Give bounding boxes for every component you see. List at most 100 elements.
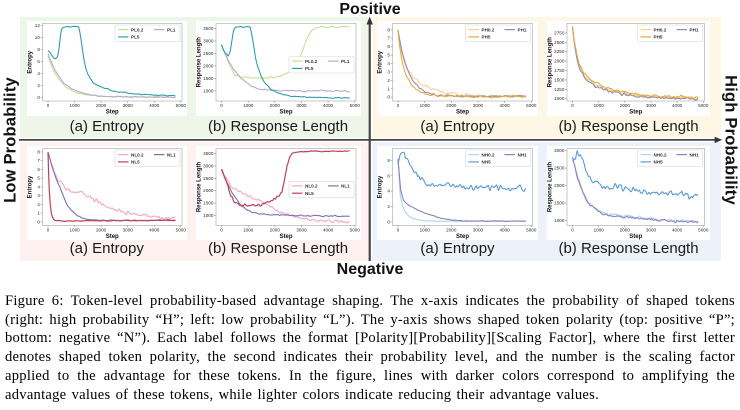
svg-text:NH0.2: NH0.2 [482, 152, 495, 157]
svg-text:4000: 4000 [322, 227, 333, 232]
svg-text:1500: 1500 [554, 200, 565, 205]
svg-text:2: 2 [37, 83, 40, 88]
svg-text:2000: 2000 [446, 103, 457, 108]
svg-text:2: 2 [387, 204, 390, 209]
svg-text:2000: 2000 [269, 103, 280, 108]
svg-text:Entropy: Entropy [27, 50, 33, 73]
svg-text:1000: 1000 [203, 213, 214, 218]
svg-text:0: 0 [46, 227, 49, 232]
svg-text:3000: 3000 [296, 227, 307, 232]
svg-text:NH5: NH5 [654, 159, 664, 164]
svg-text:Step: Step [105, 109, 118, 115]
svg-text:Step: Step [629, 109, 642, 115]
svg-text:7: 7 [37, 158, 40, 163]
svg-text:1000: 1000 [420, 103, 431, 108]
svg-text:2500: 2500 [554, 165, 565, 170]
svg-text:2250: 2250 [554, 49, 565, 54]
svg-text:3500: 3500 [203, 26, 214, 31]
svg-text:2000: 2000 [269, 227, 280, 232]
svg-text:PH0.2: PH0.2 [654, 27, 667, 32]
svg-text:Step: Step [456, 233, 469, 239]
svg-text:PL0.2: PL0.2 [131, 27, 144, 32]
svg-text:PH5: PH5 [482, 34, 491, 39]
svg-text:NL1: NL1 [341, 183, 350, 188]
svg-text:2000: 2000 [95, 227, 106, 232]
svg-text:2000: 2000 [203, 188, 214, 193]
svg-text:5: 5 [37, 175, 40, 180]
svg-text:3000: 3000 [203, 163, 214, 168]
svg-text:4: 4 [387, 188, 390, 193]
svg-text:1000: 1000 [69, 103, 80, 108]
svg-text:4000: 4000 [672, 227, 683, 232]
svg-text:1000: 1000 [243, 103, 254, 108]
svg-text:8: 8 [37, 47, 40, 52]
svg-text:1000: 1000 [594, 103, 605, 108]
svg-text:3000: 3000 [473, 227, 484, 232]
svg-text:3: 3 [387, 69, 390, 74]
svg-text:1000: 1000 [203, 88, 214, 93]
svg-text:6: 6 [37, 167, 40, 172]
svg-text:5000: 5000 [349, 227, 360, 232]
svg-text:8: 8 [387, 27, 390, 32]
svg-text:6: 6 [387, 44, 390, 49]
svg-text:3: 3 [37, 193, 40, 198]
svg-text:0: 0 [397, 103, 400, 108]
svg-text:1000: 1000 [420, 227, 431, 232]
svg-text:2000: 2000 [446, 227, 457, 232]
svg-text:0: 0 [220, 103, 223, 108]
svg-text:NL0.2: NL0.2 [131, 152, 144, 157]
svg-text:3000: 3000 [473, 103, 484, 108]
svg-text:NL5: NL5 [131, 159, 140, 164]
svg-text:2: 2 [37, 201, 40, 206]
svg-text:4000: 4000 [499, 227, 510, 232]
svg-text:2000: 2000 [95, 103, 106, 108]
svg-text:5: 5 [387, 52, 390, 57]
svg-text:5000: 5000 [175, 227, 186, 232]
svg-text:6: 6 [387, 173, 390, 178]
svg-text:5000: 5000 [526, 227, 537, 232]
svg-text:3000: 3000 [122, 103, 133, 108]
svg-text:12: 12 [34, 23, 40, 28]
svg-text:0: 0 [387, 219, 390, 224]
svg-text:4: 4 [387, 61, 390, 66]
svg-text:1000: 1000 [243, 227, 254, 232]
svg-text:NL1: NL1 [167, 152, 176, 157]
svg-text:1500: 1500 [203, 200, 214, 205]
svg-text:5000: 5000 [526, 103, 537, 108]
svg-text:3000: 3000 [554, 148, 565, 153]
svg-text:NH0.2: NH0.2 [654, 152, 667, 157]
svg-text:PH5: PH5 [654, 34, 663, 39]
svg-text:4: 4 [37, 184, 40, 189]
svg-text:PH0.2: PH0.2 [482, 27, 495, 32]
svg-text:Entropy: Entropy [378, 175, 384, 198]
svg-text:4: 4 [37, 71, 40, 76]
svg-text:PL1: PL1 [167, 27, 176, 32]
svg-text:4000: 4000 [672, 103, 683, 108]
svg-text:0: 0 [37, 219, 40, 224]
svg-text:1000: 1000 [594, 227, 605, 232]
svg-text:4000: 4000 [149, 103, 160, 108]
svg-text:1: 1 [387, 86, 390, 91]
svg-text:3000: 3000 [122, 227, 133, 232]
svg-text:3000: 3000 [646, 227, 657, 232]
svg-text:4000: 4000 [499, 103, 510, 108]
svg-text:Step: Step [629, 233, 642, 239]
svg-text:2000: 2000 [554, 183, 565, 188]
svg-text:2: 2 [387, 77, 390, 82]
svg-text:4000: 4000 [149, 227, 160, 232]
svg-text:NH1: NH1 [690, 152, 700, 157]
svg-text:3500: 3500 [203, 151, 214, 156]
svg-text:NH5: NH5 [482, 159, 492, 164]
svg-text:0: 0 [387, 94, 390, 99]
svg-text:Response Length: Response Length [196, 36, 202, 87]
svg-text:2000: 2000 [203, 63, 214, 68]
svg-text:2500: 2500 [203, 51, 214, 56]
svg-text:0: 0 [571, 103, 574, 108]
svg-text:0: 0 [37, 95, 40, 100]
svg-text:5000: 5000 [698, 103, 709, 108]
svg-text:PH1: PH1 [518, 27, 527, 32]
svg-text:Step: Step [279, 109, 292, 115]
svg-text:0: 0 [571, 227, 574, 232]
svg-text:0: 0 [220, 227, 223, 232]
svg-text:6: 6 [37, 59, 40, 64]
